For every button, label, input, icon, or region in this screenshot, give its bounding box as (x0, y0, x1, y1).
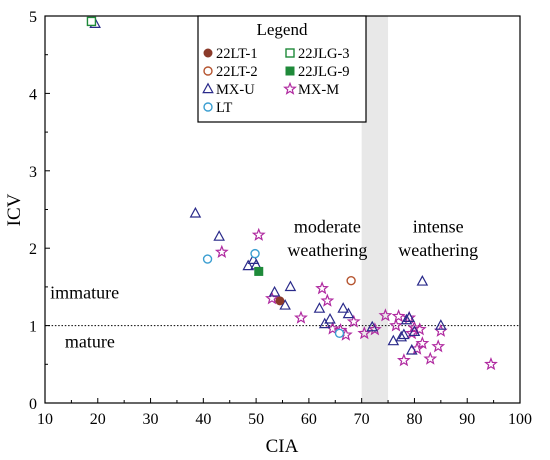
data-point-22jlg-3 (86, 16, 97, 27)
y-tick-label: 5 (29, 9, 37, 26)
y-tick-label: 1 (29, 319, 37, 336)
data-point-mx-u (395, 330, 408, 342)
legend-marker-mx-m (283, 81, 297, 95)
data-point-mx-u (416, 275, 429, 286)
region-annotation: intense (413, 217, 464, 237)
y-tick-label: 4 (29, 86, 37, 103)
legend-marker-22jlg-3 (285, 48, 295, 58)
data-point-mx-m (294, 310, 308, 324)
x-tick-label: 40 (195, 411, 211, 428)
x-tick-label: 20 (90, 411, 106, 428)
data-point-mx-u (342, 307, 355, 319)
data-point-mx-m (389, 318, 403, 332)
annotation-layer: immature mature moderate weathering intense w… (50, 217, 478, 352)
legend-label: 22LT-1 (216, 46, 258, 62)
tick-layer: 10 20 30 40 50 60 70 80 90 100 0 1 2 3 4 5 (29, 9, 532, 428)
data-point-mx-u (398, 328, 410, 340)
legend-label: 22LT-2 (216, 64, 258, 80)
x-tick-label: 100 (508, 411, 532, 428)
data-point-mx-m (367, 322, 382, 336)
data-point-lt (250, 248, 260, 259)
data-point-mx-u (284, 280, 297, 292)
data-point-22lt-1 (275, 296, 285, 306)
x-axis-title: CIA (266, 436, 299, 457)
data-point-mx-u (247, 253, 260, 265)
y-tick-label: 0 (29, 396, 37, 413)
legend-label: LT (216, 100, 233, 116)
y-tick-label: 2 (29, 241, 37, 258)
data-point-mx-m (315, 281, 329, 295)
data-point-mx-u (366, 320, 379, 332)
data-point-mx-m (265, 291, 279, 305)
legend: Legend 22LT-1 22JLG-3 22LT-2 22JLG-9 MX-U MX-M… (197, 15, 367, 123)
legend-label: MX-U (216, 82, 255, 98)
data-point-mx-u (408, 325, 421, 336)
x-tick-label: 70 (354, 411, 370, 428)
data-point-mx-m (431, 339, 446, 353)
data-point-mx-u (337, 302, 350, 313)
data-point-mx-u (279, 299, 291, 310)
y-axis-title: ICV (4, 193, 25, 226)
data-point-mx-m (423, 351, 438, 365)
x-tick-label: 60 (301, 411, 317, 428)
x-tick-label: 90 (459, 411, 475, 428)
y-tick-label: 3 (29, 164, 37, 181)
legend-marker-22lt-2 (203, 66, 213, 76)
data-points-layer (86, 16, 498, 371)
data-point-mx-m (320, 293, 335, 307)
region-annotation: weathering (287, 240, 367, 260)
legend-marker-22jlg-9 (285, 66, 295, 76)
data-point-mx-u (435, 319, 447, 330)
region-annotation: immature (50, 283, 119, 303)
data-point-mx-m (378, 308, 393, 322)
region-annotation: weathering (398, 240, 478, 260)
data-point-lt (202, 254, 213, 264)
data-point-mx-u (403, 311, 415, 323)
region-annotation: moderate (294, 217, 361, 237)
data-point-mx-m (415, 336, 430, 350)
legend-label: 22JLG-9 (298, 64, 350, 80)
legend-label: MX-M (298, 82, 339, 98)
data-point-mx-u (189, 206, 202, 218)
data-point-22jlg-9 (254, 266, 264, 276)
data-point-mx-m (346, 314, 361, 328)
data-point-mx-m (251, 227, 266, 241)
legend-label: 22JLG-3 (298, 46, 350, 62)
legend-box (197, 15, 367, 123)
data-point-22lt-2 (346, 276, 356, 286)
legend-marker-22lt-1 (203, 48, 213, 58)
legend-marker-mx-u (202, 82, 214, 94)
data-point-mx-u (405, 343, 418, 355)
data-point-mx-m (214, 244, 229, 258)
data-point-mx-m (396, 353, 411, 367)
data-point-mx-m (391, 309, 406, 323)
x-tick-label: 10 (37, 411, 53, 428)
x-tick-label: 30 (143, 411, 159, 428)
data-point-mx-u (213, 230, 225, 241)
data-point-lt (334, 328, 345, 339)
data-point-mx-m (484, 357, 498, 371)
legend-marker-lt (203, 102, 213, 112)
data-point-mx-u (313, 302, 326, 313)
x-tick-label: 50 (248, 411, 264, 428)
data-point-mx-u (400, 313, 413, 325)
legend-title: Legend (257, 20, 308, 39)
data-point-mx-m (357, 326, 372, 340)
region-annotation: mature (65, 331, 115, 351)
data-point-mx-u (268, 285, 281, 297)
data-point-mx-u (242, 259, 255, 271)
data-point-mx-u (324, 312, 336, 324)
x-tick-label: 80 (406, 411, 422, 428)
data-point-mx-u (387, 334, 400, 346)
